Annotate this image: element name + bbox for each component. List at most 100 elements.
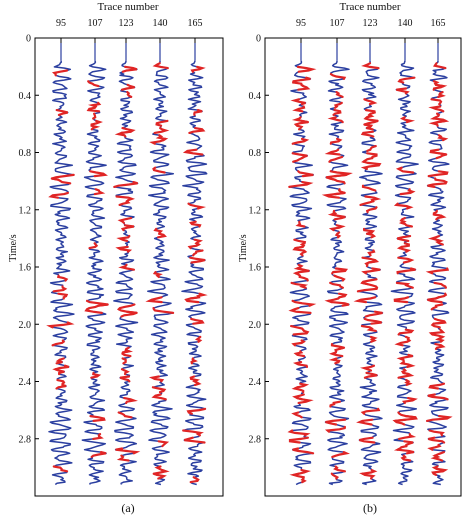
trace-highlight-event bbox=[364, 310, 383, 318]
trace-highlight-event bbox=[427, 181, 448, 188]
trace-highlight-event bbox=[398, 220, 413, 228]
trace-highlight-event bbox=[430, 98, 443, 106]
trace-highlight-event bbox=[437, 134, 449, 142]
trace-highlight-event bbox=[89, 415, 106, 422]
trace-highlight-event bbox=[121, 357, 127, 365]
trace-highlight-event bbox=[55, 109, 68, 116]
trace-highlight-event bbox=[120, 368, 130, 376]
trace-107: 107 bbox=[81, 18, 109, 485]
trace-highlight-event bbox=[367, 249, 376, 257]
trace-highlight-event bbox=[402, 397, 418, 404]
trace-highlight-event bbox=[153, 127, 170, 134]
panel-a-caption: (a) bbox=[121, 501, 134, 515]
trace-highlight-event bbox=[356, 285, 379, 293]
trace-highlight-event bbox=[361, 281, 379, 289]
trace-number-label: 123 bbox=[363, 18, 378, 29]
trace-number-label: 95 bbox=[56, 18, 66, 29]
trace-number-label: 107 bbox=[330, 18, 345, 29]
time-tick-label: 2.4 bbox=[249, 377, 262, 388]
trace-highlight-event bbox=[152, 62, 169, 70]
trace-highlight-event bbox=[333, 274, 346, 282]
trace-highlight-event bbox=[157, 231, 167, 239]
trace-highlight-event bbox=[332, 109, 342, 116]
trace-highlight-event bbox=[115, 195, 136, 203]
trace-highlight-event bbox=[186, 407, 207, 415]
time-tick-label: 2.8 bbox=[19, 434, 32, 445]
trace-140: 140 bbox=[390, 18, 419, 486]
trace-highlight-event bbox=[55, 382, 67, 390]
time-tick-label: 0.4 bbox=[19, 91, 32, 102]
trace-highlight-event bbox=[54, 368, 65, 376]
trace-highlight-event bbox=[365, 206, 378, 214]
trace-highlight-event bbox=[427, 393, 449, 401]
trace-highlight-event bbox=[189, 256, 206, 264]
trace-highlight-event bbox=[431, 469, 446, 476]
trace-highlight-event bbox=[90, 451, 107, 458]
trace-highlight-event bbox=[190, 317, 205, 325]
trace-highlight-event bbox=[86, 105, 101, 113]
trace-highlight-event bbox=[430, 303, 444, 311]
trace-highlight-event bbox=[90, 371, 102, 379]
trace-waveform bbox=[181, 60, 208, 486]
time-tick-label: 2.0 bbox=[19, 320, 32, 331]
trace-highlight-event bbox=[430, 454, 444, 462]
trace-highlight-event bbox=[393, 447, 415, 455]
trace-highlight-event bbox=[121, 350, 132, 358]
trace-highlight-event bbox=[189, 476, 200, 484]
trace-highlight-event bbox=[328, 177, 346, 185]
trace-highlight-event bbox=[327, 299, 350, 307]
trace-highlight-event bbox=[190, 357, 198, 365]
trace-number-label: 95 bbox=[296, 18, 306, 29]
trace-highlight-event bbox=[92, 433, 104, 440]
trace-waveform bbox=[48, 60, 75, 486]
trace-123: 123 bbox=[113, 18, 141, 485]
trace-highlight-event bbox=[397, 76, 416, 84]
trace-highlight-event bbox=[359, 436, 376, 444]
trace-highlight-event bbox=[396, 245, 412, 253]
time-tick-label: 0.8 bbox=[249, 148, 262, 159]
trace-highlight-event bbox=[151, 393, 167, 401]
trace-highlight-event bbox=[366, 231, 377, 239]
trace-highlight-event bbox=[290, 325, 306, 332]
trace-highlight-event bbox=[149, 137, 167, 145]
trace-highlight-event bbox=[432, 213, 447, 221]
trace-highlight-event bbox=[192, 379, 202, 386]
trace-highlight-event bbox=[331, 451, 350, 458]
trace-highlight-event bbox=[84, 307, 103, 314]
panel-a: Trace number Time/s (a) 95 107 123 140 165 0… bbox=[8, 1, 224, 515]
trace-highlight-event bbox=[292, 105, 306, 113]
time-tick-label: 1.2 bbox=[249, 205, 262, 216]
trace-highlight-event bbox=[330, 472, 340, 480]
trace-highlight-event bbox=[287, 429, 311, 437]
trace-highlight-event bbox=[361, 472, 376, 480]
trace-highlight-event bbox=[392, 418, 407, 426]
trace-highlight-event bbox=[359, 364, 376, 372]
trace-highlight-event bbox=[290, 281, 309, 289]
trace-highlight-event bbox=[437, 91, 446, 98]
trace-highlight-event bbox=[292, 328, 310, 336]
time-tick-label: 2.4 bbox=[19, 377, 32, 388]
trace-waveform bbox=[81, 60, 109, 485]
trace-highlight-event bbox=[291, 299, 317, 307]
trace-highlight-event bbox=[46, 321, 75, 329]
trace-95: 95 bbox=[46, 18, 75, 486]
trace-number-label: 140 bbox=[398, 18, 413, 29]
trace-highlight-event bbox=[435, 238, 444, 246]
trace-highlight-event bbox=[361, 267, 381, 275]
trace-highlight-event bbox=[293, 350, 306, 358]
trace-highlight-event bbox=[400, 454, 412, 462]
trace-highlight-event bbox=[393, 202, 414, 210]
trace-highlight-event bbox=[399, 116, 416, 124]
trace-highlight-event bbox=[152, 307, 175, 314]
trace-highlight-event bbox=[360, 130, 375, 138]
trace-highlight-event bbox=[395, 281, 414, 289]
trace-highlight-event bbox=[361, 184, 377, 192]
panel-b-traces: 95 107 123 140 165 bbox=[287, 18, 453, 486]
trace-highlight-event bbox=[330, 213, 346, 221]
trace-highlight-event bbox=[363, 123, 374, 131]
trace-highlight-event bbox=[428, 429, 445, 437]
trace-highlight-event bbox=[120, 224, 135, 232]
trace-highlight-event bbox=[121, 65, 138, 73]
trace-highlight-event bbox=[394, 339, 411, 347]
